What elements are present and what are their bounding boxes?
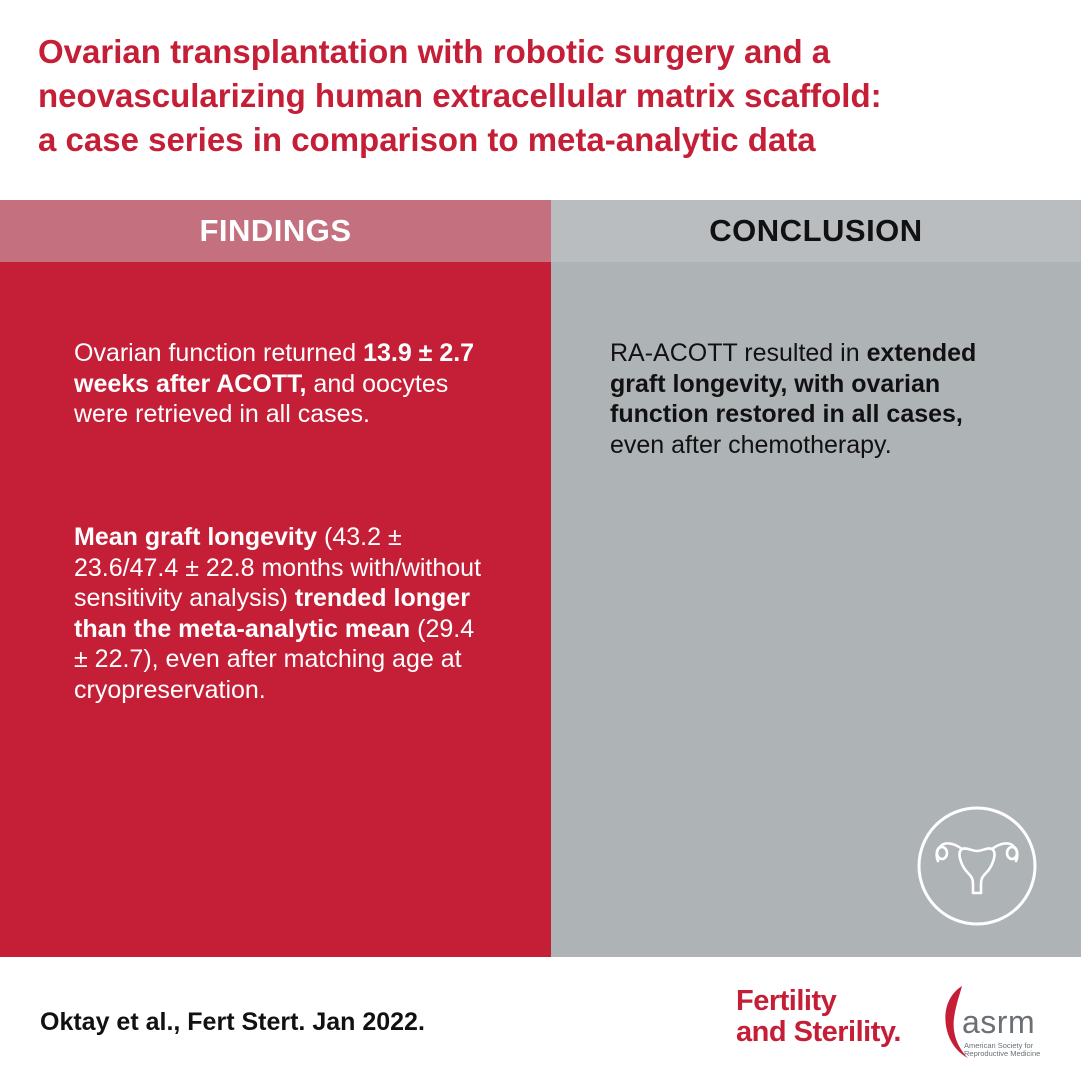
conclusion-header: CONCLUSION bbox=[551, 200, 1081, 262]
title-line-3: a case series in comparison to meta-anal… bbox=[38, 121, 816, 158]
findings-header-label: FINDINGS bbox=[199, 213, 352, 248]
findings-paragraph-1: Ovarian function returned 13.9 ± 2.7 wee… bbox=[74, 338, 484, 430]
uterus-icon bbox=[917, 806, 1037, 926]
asrm-tagline-line-1: American Society for bbox=[964, 1041, 1034, 1050]
findings-header: FINDINGS bbox=[0, 200, 551, 262]
conclusion-bold-1: extended graft longevity, with ovarian f… bbox=[610, 339, 977, 428]
journal-name-line-2: and Sterility. bbox=[736, 1016, 901, 1048]
citation: Oktay et al., Fert Stert. Jan 2022. bbox=[40, 1008, 425, 1036]
conclusion-text-2: even after chemotherapy. bbox=[610, 430, 892, 459]
journal-name-line-1: Fertility bbox=[736, 985, 837, 1017]
findings-panel: Ovarian function returned 13.9 ± 2.7 wee… bbox=[0, 262, 551, 957]
asrm-tagline: American Society for Reproductive Medici… bbox=[964, 1042, 1054, 1058]
conclusion-text-1: RA-ACOTT resulted in bbox=[610, 339, 867, 367]
findings-p2-bold-1: Mean graft longevity bbox=[74, 523, 318, 551]
findings-p2-text-2: (29.4 ± 22.7), even after matching age a… bbox=[74, 614, 475, 704]
conclusion-paragraph: RA-ACOTT resulted in extended graft long… bbox=[610, 338, 1015, 460]
asrm-wordmark: asrm bbox=[962, 1004, 1036, 1040]
title-line-1: Ovarian transplantation with robotic sur… bbox=[38, 33, 831, 70]
findings-p2-text-1: (43.2 ± 23.6/47.4 ± 22.8 months with/wit… bbox=[74, 523, 482, 612]
asrm-logo-mark bbox=[945, 986, 968, 1058]
asrm-tagline-line-2: Reproductive Medicine bbox=[964, 1049, 1041, 1058]
conclusion-panel: RA-ACOTT resulted in extended graft long… bbox=[551, 262, 1081, 957]
findings-p2-bold-2: trended longer than the meta-analytic me… bbox=[74, 584, 470, 643]
findings-paragraph-2: Mean graft longevity (43.2 ± 23.6/47.4 ±… bbox=[74, 522, 484, 705]
findings-p1-bold-1: 13.9 ± 2.7 weeks after ACOTT, bbox=[74, 339, 475, 398]
conclusion-header-label: CONCLUSION bbox=[709, 213, 923, 248]
fertility-sterility-logo: Fertility and Sterility. bbox=[736, 986, 901, 1048]
title-line-2: neovascularizing human extracellular mat… bbox=[38, 77, 882, 114]
findings-p1-text-2: and oocytes were retrieved in all cases. bbox=[74, 369, 449, 429]
page-title: Ovarian transplantation with robotic sur… bbox=[38, 30, 1038, 162]
findings-p1-text-1: Ovarian function returned bbox=[74, 339, 364, 367]
